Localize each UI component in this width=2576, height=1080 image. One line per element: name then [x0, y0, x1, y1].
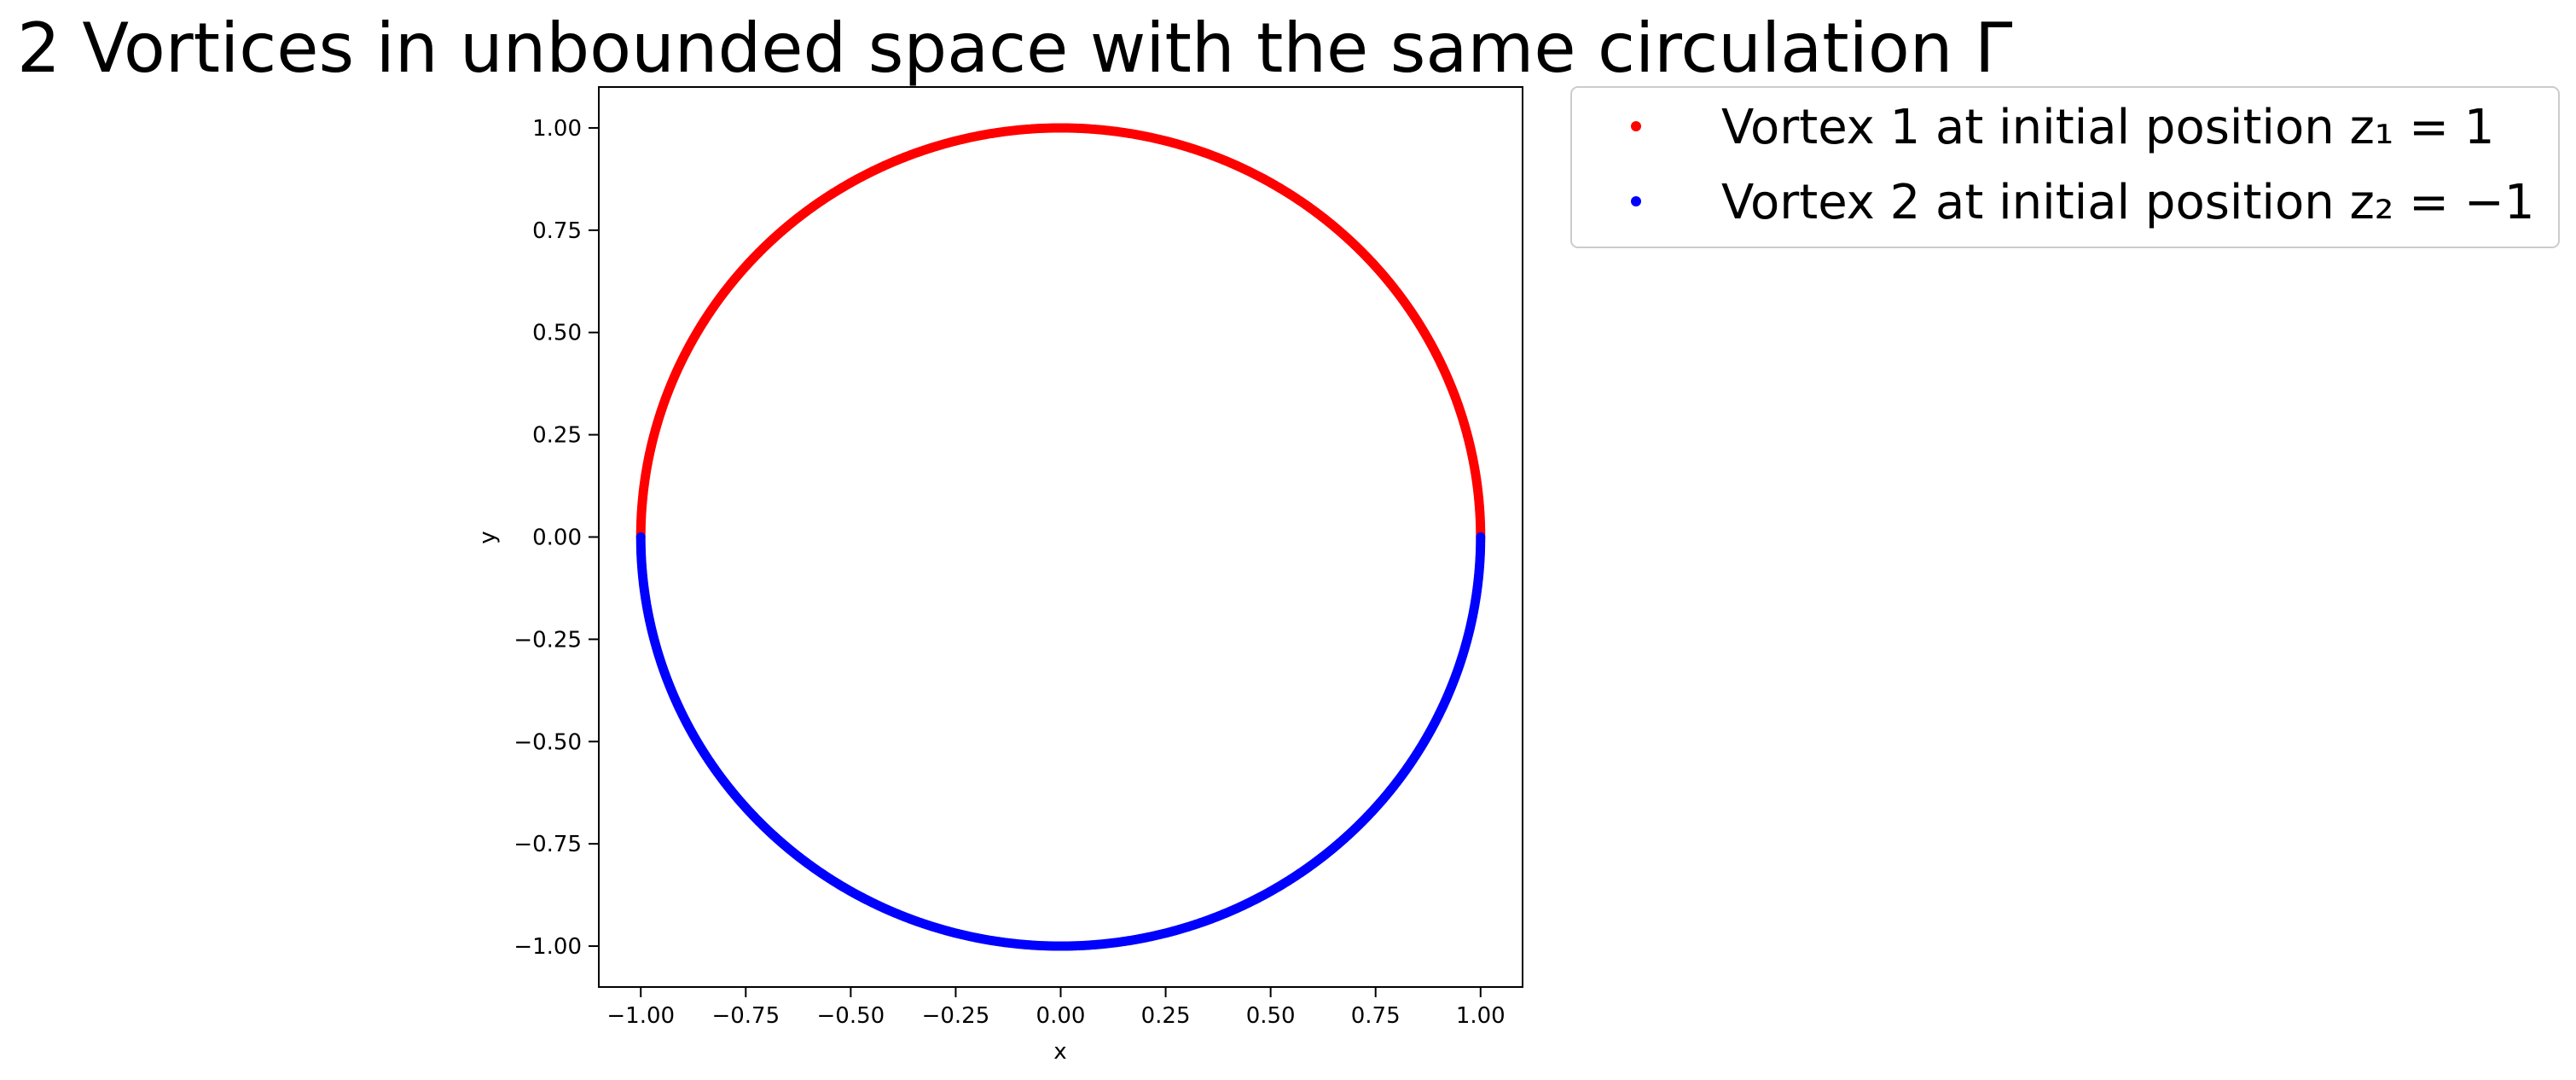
series-1-points [635, 123, 1486, 542]
plot-frame [598, 86, 1523, 988]
x-axis-ticks: −1.00 −0.75 −0.50 −0.25 0.00 0.25 0.50 0.75 1.00 [606, 987, 1506, 1029]
vortex-2-point [1476, 532, 1486, 542]
x-tick-label: −0.75 [711, 1003, 780, 1029]
y-tick-label: 0.25 [532, 423, 582, 449]
chart-title: 2 Vortices in unbounded space with the s… [17, 9, 2013, 88]
x-tick-label: 0.25 [1141, 1003, 1191, 1029]
legend-marker-vortex-2 [1631, 196, 1641, 206]
legend-label-vortex-1: Vortex 1 at initial position z₁ = 1 [1721, 100, 2495, 155]
scatter-series [635, 123, 1486, 951]
legend-label-vortex-2: Vortex 2 at initial position z₂ = −1 [1721, 175, 2534, 230]
x-tick-label: 1.00 [1456, 1003, 1506, 1029]
y-tick-label: 0.50 [532, 321, 582, 346]
y-tick-label: 0.00 [532, 525, 582, 551]
legend: Vortex 1 at initial position z₁ = 1 Vort… [1570, 86, 2560, 248]
y-axis-label: y [475, 531, 501, 543]
legend-marker-vortex-1 [1631, 121, 1641, 131]
x-tick-label: −0.50 [817, 1003, 885, 1029]
y-tick-label: −0.25 [513, 627, 582, 653]
y-tick-label: −0.75 [513, 832, 582, 857]
x-tick-label: −0.25 [922, 1003, 990, 1029]
y-axis-ticks: 1.00 0.75 0.50 0.25 0.00 −0.25 −0.50 −0.75 −1.00 [513, 116, 599, 960]
y-tick-label: −1.00 [513, 934, 582, 960]
x-tick-label: 0.75 [1351, 1003, 1401, 1029]
y-tick-label: −0.50 [513, 729, 582, 755]
series-2-points [635, 532, 1486, 951]
legend-box [1570, 86, 2560, 248]
x-tick-label: 0.00 [1036, 1003, 1086, 1029]
x-tick-label: 0.50 [1246, 1003, 1296, 1029]
y-tick-label: 1.00 [532, 116, 582, 142]
x-tick-label: −1.00 [606, 1003, 675, 1029]
y-tick-label: 0.75 [532, 218, 582, 244]
x-axis-label: x [1053, 1039, 1066, 1065]
